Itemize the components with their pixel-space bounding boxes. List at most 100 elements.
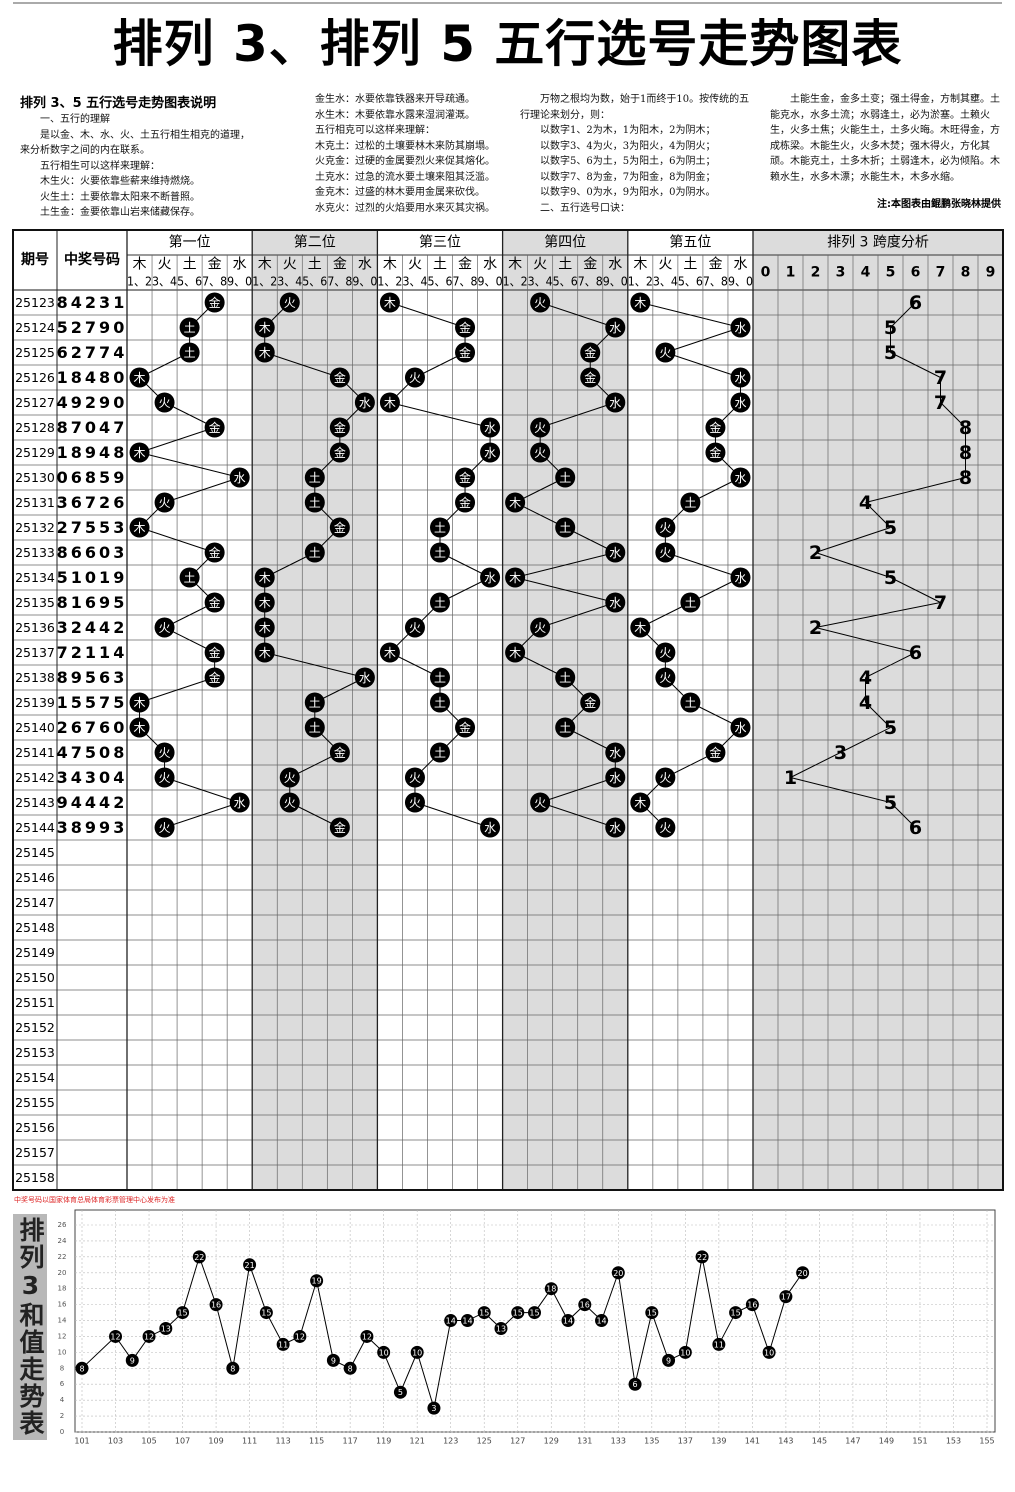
sum-point-label: 16 xyxy=(580,1301,590,1310)
element-ball xyxy=(329,442,350,463)
element-ball-label: 金 xyxy=(709,445,721,460)
issue: 25155 xyxy=(15,1095,55,1110)
sum-point-label: 13 xyxy=(161,1325,171,1334)
issue: 25134 xyxy=(15,570,55,585)
explanation-line: 五行相克可以这样来理解： xyxy=(315,125,435,136)
winning-number: 34304 xyxy=(57,768,128,787)
span-value: 4 xyxy=(859,492,872,514)
element-ball xyxy=(254,592,275,613)
element-ball xyxy=(279,767,300,788)
sum-point-label: 10 xyxy=(379,1348,389,1357)
position-header: 第二位 xyxy=(294,234,336,251)
element-ball-label: 土 xyxy=(434,546,446,560)
explanation-line: 一、五行的理解 xyxy=(40,114,110,125)
trend-line xyxy=(540,602,616,628)
element-digits: 1、2 xyxy=(127,274,152,289)
span-column-label: 2 xyxy=(811,265,821,281)
element-ball-label: 水 xyxy=(734,571,746,585)
element-ball-label: 土 xyxy=(559,521,571,535)
element-header: 火 xyxy=(658,257,672,273)
element-ball xyxy=(204,667,225,688)
sum-point-label: 15 xyxy=(177,1309,187,1318)
element-header: 土 xyxy=(183,257,197,273)
trend-line xyxy=(540,402,616,428)
issue: 25126 xyxy=(15,370,55,385)
element-ball-label: 水 xyxy=(734,371,746,385)
element-ball xyxy=(379,292,400,313)
explanation-line: 木生火：火要依靠些薪来维持燃烧。 xyxy=(40,176,200,187)
element-header: 水 xyxy=(233,257,247,273)
winning-number: 51019 xyxy=(57,568,128,587)
element-ball xyxy=(204,417,225,438)
trend-line xyxy=(514,577,616,603)
sum-point-label: 12 xyxy=(110,1332,120,1341)
issue: 25150 xyxy=(15,970,55,985)
element-ball xyxy=(304,492,325,513)
span-line xyxy=(890,577,941,603)
explanation-line: 火克金：过硬的金属要烈火来促其熔化。 xyxy=(315,156,495,167)
span-line xyxy=(815,552,891,578)
sum-point-label: 20 xyxy=(798,1269,808,1278)
sum-point xyxy=(729,1306,743,1320)
sum-point xyxy=(310,1274,324,1288)
element-ball xyxy=(179,342,200,363)
element-ball-label: 水 xyxy=(609,396,621,410)
explanation-column: 金生水：水要依靠铁器来开导疏通。 水生木：木要依靠水露来湿润灌溉。 五行相克可以这样… xyxy=(295,92,505,216)
element-ball xyxy=(555,517,576,538)
winning-number: 38993 xyxy=(57,818,128,837)
element-ball-label: 火 xyxy=(159,396,171,410)
element-ball xyxy=(605,542,626,563)
element-ball xyxy=(430,542,450,563)
sum-point-label: 21 xyxy=(244,1261,254,1270)
element-ball-label: 火 xyxy=(159,771,171,785)
element-ball-label: 金 xyxy=(459,320,471,335)
element-header: 金 xyxy=(708,257,722,273)
element-ball xyxy=(404,617,425,638)
element-ball xyxy=(730,467,751,488)
x-tick-label: 139 xyxy=(711,1437,726,1446)
element-ball-label: 土 xyxy=(184,571,196,585)
column-shade xyxy=(502,230,628,1190)
element-ball-label: 金 xyxy=(459,720,471,735)
issue: 25143 xyxy=(15,795,55,810)
span-line xyxy=(865,702,891,728)
x-tick-label: 143 xyxy=(778,1437,793,1446)
issue: 25153 xyxy=(15,1045,55,1060)
sum-point-label: 15 xyxy=(647,1309,657,1318)
sum-point xyxy=(678,1345,692,1359)
element-ball-label: 火 xyxy=(159,621,171,635)
element-ball-label: 水 xyxy=(609,771,621,785)
trend-line xyxy=(540,302,616,328)
element-ball-label: 金 xyxy=(209,595,221,610)
winning-number: 72114 xyxy=(57,643,128,662)
element-header: 火 xyxy=(283,257,297,273)
y-tick-label: 10 xyxy=(58,1348,67,1356)
element-ball xyxy=(229,792,250,813)
trend-line xyxy=(139,452,240,478)
sum-point xyxy=(393,1385,407,1399)
y-tick-label: 26 xyxy=(58,1221,67,1229)
sum-point-label: 8 xyxy=(348,1364,353,1373)
element-ball-label: 木 xyxy=(259,571,271,585)
x-tick-label: 121 xyxy=(410,1437,425,1446)
element-ball-label: 水 xyxy=(609,596,621,610)
element-ball-label: 金 xyxy=(334,445,346,460)
element-ball xyxy=(705,417,726,438)
element-ball xyxy=(505,567,526,588)
sum-point-label: 15 xyxy=(529,1309,539,1318)
trend-line xyxy=(540,802,616,828)
element-ball xyxy=(204,292,225,313)
element-digits: 5、6 xyxy=(427,274,452,289)
element-ball-label: 火 xyxy=(659,521,671,535)
element-ball-label: 火 xyxy=(659,821,671,835)
element-ball-label: 水 xyxy=(609,321,621,335)
issue: 25144 xyxy=(15,820,55,835)
position-header: 第四位 xyxy=(544,234,586,251)
x-tick-label: 135 xyxy=(644,1437,659,1446)
span-column-label: 1 xyxy=(786,265,796,281)
element-ball xyxy=(179,567,200,588)
y-tick-label: 12 xyxy=(58,1332,67,1340)
trend-line xyxy=(389,402,491,428)
element-ball-label: 水 xyxy=(484,446,496,460)
